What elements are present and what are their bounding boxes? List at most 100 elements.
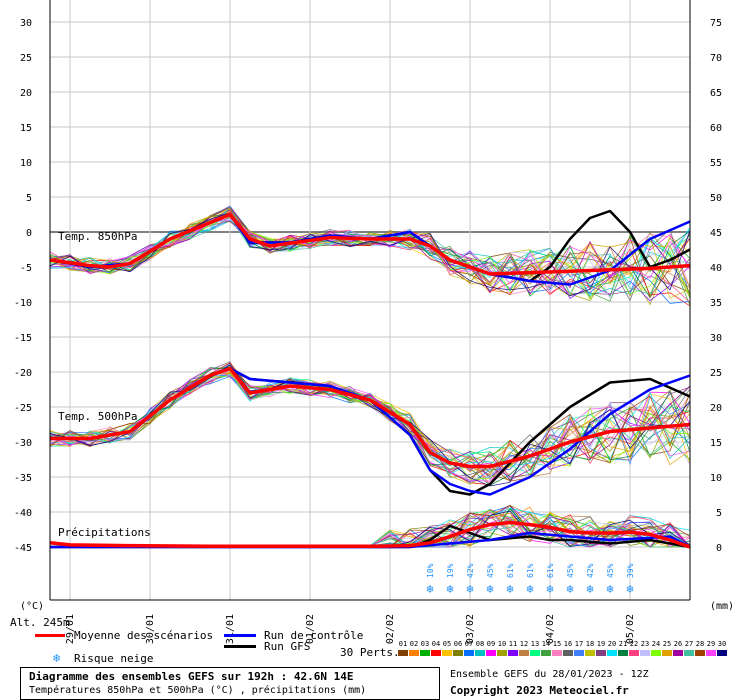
pert-swatch [431, 650, 441, 656]
pert-number: 17 [574, 640, 584, 648]
left-tick-label: -10 [14, 298, 32, 309]
footer-run: Ensemble GEFS du 28/01/2023 - 12Z [450, 669, 649, 680]
chart-axes: 29/01 30/01 31/01 01/02 02/02 03/02 04/02 05/02… [14, 0, 722, 644]
right-tick-label: 15 [710, 438, 722, 449]
snow-risk-pct: 19% [446, 563, 455, 578]
pert-swatch [662, 650, 672, 656]
legend-label-mean: Moyenne des scénarios [74, 629, 214, 642]
pert-swatch [563, 650, 573, 656]
snow-risk-markers: 10% ❄ 19% ❄ 42% ❄ 45% ❄ 61% ❄ 61% ❄ 61% ❄ 45% ❄ 42% ❄ 45% ❄… [426, 563, 635, 596]
pert-number: 04 [431, 640, 441, 648]
right-tick-label: 20 [710, 403, 722, 414]
pert-swatch [607, 650, 617, 656]
right-tick-label: 70 [710, 53, 722, 64]
snowflake-icon: ❄ [526, 582, 533, 596]
footer-subtitle: Températures 850hPa et 500hPa (°C) , pré… [29, 685, 367, 696]
right-tick-label: 55 [710, 158, 722, 169]
left-tick-label: 20 [20, 88, 32, 99]
snow-risk-pct: 61% [506, 563, 515, 578]
left-tick-label: -45 [14, 543, 32, 554]
pert-swatch [409, 650, 419, 656]
pert-swatch [475, 650, 485, 656]
pert-number: 14 [541, 640, 551, 648]
pert-swatch [596, 650, 606, 656]
pert-number: 06 [453, 640, 463, 648]
pert-number: 13 [530, 640, 540, 648]
left-axis-unit: (°C) [20, 601, 44, 612]
panel-label-t850: Temp. 850hPa [58, 230, 137, 243]
left-tick-label: -35 [14, 473, 32, 484]
perturbation-legend: 01 02 03 04 05 06 07 08 09 10 11 12 13 14 15 16 17 18 19 20… [398, 640, 730, 658]
series-line-t850 [49, 212, 691, 276]
footer-copyright: Copyright 2023 Meteociel.fr [450, 684, 629, 697]
pert-number: 08 [475, 640, 485, 648]
right-tick-label: 45 [710, 228, 722, 239]
left-tick-label: 5 [26, 193, 32, 204]
footer-title: Diagramme des ensembles GEFS sur 192h : … [29, 670, 354, 683]
snow-risk-pct: 45% [566, 563, 575, 578]
snowflake-icon: ❄ [426, 582, 433, 596]
pert-swatch [684, 650, 694, 656]
pert-swatch [420, 650, 430, 656]
pert-swatch [695, 650, 705, 656]
pert-swatch [640, 650, 650, 656]
pert-number: 15 [552, 640, 562, 648]
pert-number: 01 [398, 640, 408, 648]
pert-number: 19 [596, 640, 606, 648]
left-tick-label: 15 [20, 123, 32, 134]
right-tick-label: 30 [710, 333, 722, 344]
right-tick-label: 5 [716, 508, 722, 519]
pert-number: 16 [563, 640, 573, 648]
legend-label-control: Run de contrôle [264, 629, 364, 642]
pert-number: 02 [409, 640, 419, 648]
right-tick-label: 60 [710, 123, 722, 134]
chart-grid [50, 0, 690, 600]
altitude-label: Alt. 245m [10, 616, 70, 629]
pert-swatch [398, 650, 408, 656]
pert-swatch [717, 650, 727, 656]
pert-swatch [442, 650, 452, 656]
right-tick-label: 10 [710, 473, 722, 484]
right-tick-label: 35 [710, 298, 722, 309]
snowflake-icon: ❄ [53, 651, 61, 665]
snowflake-icon: ❄ [566, 582, 573, 596]
pert-swatch [464, 650, 474, 656]
series-line-precip [49, 520, 691, 549]
pert-swatch [651, 650, 661, 656]
legend-label-snow: Risque neige [74, 652, 154, 665]
pert-number: 10 [497, 640, 507, 648]
snowflake-icon: ❄ [586, 582, 593, 596]
left-tick-label: 0 [26, 228, 32, 239]
x-tick-label: 02/02 [385, 614, 396, 644]
snow-risk-pct: 61% [526, 563, 535, 578]
right-tick-label: 25 [710, 368, 722, 379]
left-tick-label: -15 [14, 333, 32, 344]
pert-number: 18 [585, 640, 595, 648]
panel-label-precip: Précipitations [58, 526, 151, 539]
right-tick-label: 65 [710, 88, 722, 99]
pert-number: 05 [442, 640, 452, 648]
pert-swatch [530, 650, 540, 656]
pert-number: 25 [662, 640, 672, 648]
ensemble-member-line [49, 362, 691, 482]
pert-swatch [574, 650, 584, 656]
pert-swatch [453, 650, 463, 656]
legend-swatch-gfs [224, 645, 256, 648]
pert-swatch [486, 650, 496, 656]
right-tick-label: 40 [710, 263, 722, 274]
pert-swatch [706, 650, 716, 656]
panel-label-t500: Temp. 500hPa [58, 410, 137, 423]
pert-number: 22 [629, 640, 639, 648]
pert-number: 09 [486, 640, 496, 648]
legend-swatch-mean [35, 634, 65, 637]
x-tick-label: 01/02 [305, 614, 316, 644]
pert-number: 23 [640, 640, 650, 648]
pert-number: 07 [464, 640, 474, 648]
legend-label-gfs: Run GFS [264, 640, 311, 653]
series-line-t500 [50, 366, 691, 469]
right-tick-label: 0 [716, 543, 722, 554]
x-tick-label: 03/02 [465, 614, 476, 644]
footer-box: Diagramme des ensembles GEFS sur 192h : … [20, 667, 440, 700]
snowflake-icon: ❄ [606, 582, 613, 596]
